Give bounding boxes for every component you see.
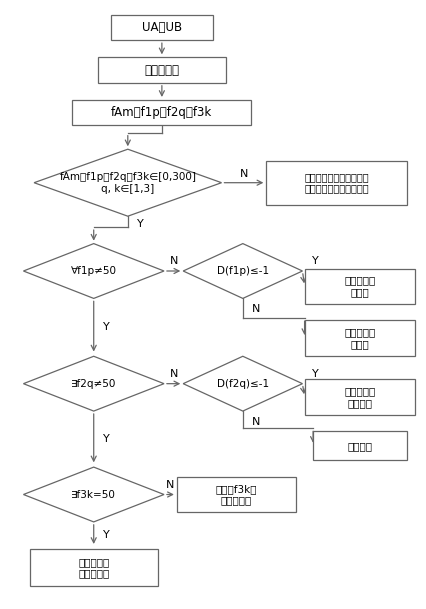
Text: N: N	[251, 304, 260, 314]
Polygon shape	[23, 356, 164, 411]
Text: N: N	[170, 369, 178, 379]
Text: 基频谐振: 基频谐振	[348, 441, 372, 451]
Text: 基频谐振后
快速消失: 基频谐振后 快速消失	[344, 386, 376, 408]
Text: 单相永久接
地故障: 单相永久接 地故障	[344, 327, 376, 349]
FancyBboxPatch shape	[305, 269, 415, 304]
Text: D(f1p)≤-1: D(f1p)≤-1	[217, 266, 269, 276]
FancyBboxPatch shape	[30, 549, 158, 586]
FancyBboxPatch shape	[98, 57, 226, 83]
Text: Y: Y	[312, 369, 319, 379]
Polygon shape	[23, 244, 164, 298]
Text: N: N	[170, 256, 178, 266]
Text: ∃f2q≠50: ∃f2q≠50	[71, 379, 116, 389]
Text: Y: Y	[312, 256, 319, 266]
Text: ∀f1p≠50: ∀f1p≠50	[71, 266, 117, 276]
FancyBboxPatch shape	[305, 379, 415, 415]
Text: 频率为f3k的
非工频谐振: 频率为f3k的 非工频谐振	[216, 484, 257, 505]
FancyBboxPatch shape	[266, 161, 407, 205]
Text: Y: Y	[103, 322, 110, 333]
Text: N: N	[251, 417, 260, 427]
Text: Y: Y	[103, 434, 110, 444]
FancyBboxPatch shape	[177, 477, 296, 512]
Polygon shape	[183, 356, 302, 411]
Polygon shape	[34, 149, 222, 216]
FancyBboxPatch shape	[111, 15, 213, 40]
Text: D(f2q)≤-1: D(f2q)≤-1	[217, 379, 269, 389]
Text: N: N	[240, 169, 248, 178]
Polygon shape	[183, 244, 302, 298]
Text: 非工频谐振
后快速消失: 非工频谐振 后快速消失	[78, 557, 109, 579]
Text: fAm、f1p、f2q、f3k∈[0,300]
q, k∈[1,3]: fAm、f1p、f2q、f3k∈[0,300] q, k∈[1,3]	[59, 172, 196, 194]
Polygon shape	[23, 467, 164, 522]
FancyBboxPatch shape	[313, 431, 407, 460]
Text: fAm、f1p、f2q、f3k: fAm、f1p、f2q、f3k	[111, 106, 213, 119]
Text: N: N	[166, 480, 175, 490]
Text: Y: Y	[103, 530, 110, 540]
FancyBboxPatch shape	[72, 100, 251, 125]
Text: Y: Y	[137, 219, 144, 229]
Text: ∃f3k=50: ∃f3k=50	[71, 490, 116, 499]
Text: UA、UB: UA、UB	[142, 21, 182, 34]
FancyBboxPatch shape	[305, 320, 415, 356]
Text: 原子分解法: 原子分解法	[144, 63, 179, 77]
Text: 单相瞬时接
地故障: 单相瞬时接 地故障	[344, 275, 376, 297]
Text: 未发生铁磁谐振，可能为
其他类型的电力系统谐波: 未发生铁磁谐振，可能为 其他类型的电力系统谐波	[304, 172, 369, 194]
